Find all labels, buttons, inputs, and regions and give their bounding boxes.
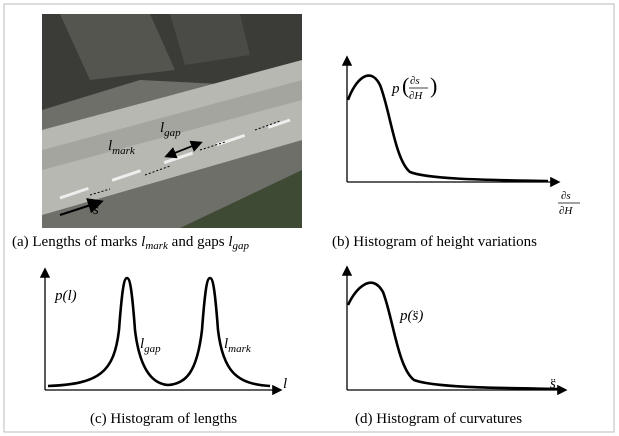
axes	[39, 267, 283, 396]
aerial-photo	[42, 14, 302, 228]
x-label: s̈	[550, 376, 556, 392]
fraction: ∂s	[410, 75, 420, 87]
text-part: gap	[164, 127, 181, 139]
text-part: mark	[145, 240, 169, 252]
axes	[341, 265, 568, 396]
paren: (	[402, 73, 409, 98]
caption: (a) Lengths of marks lmark and gaps lgap	[12, 234, 250, 253]
caption: (b) Histogram of height variations	[332, 234, 537, 250]
text-part: gap	[233, 240, 250, 252]
x-label: ∂H	[559, 205, 573, 217]
text-part: l	[108, 138, 112, 154]
photo-label: lmark	[108, 138, 136, 157]
paren: )	[430, 73, 437, 98]
curve-label: p(s̈)	[399, 308, 423, 324]
frame	[3, 3, 615, 433]
axes	[341, 55, 561, 188]
text-part: (a) Lengths of marks	[12, 234, 138, 250]
fraction: ∂H	[409, 90, 423, 102]
curve-label: p	[391, 81, 400, 97]
text-part: l	[160, 120, 164, 136]
x-label: ∂s	[561, 190, 571, 202]
text-part: l	[141, 234, 145, 250]
text-part: mark	[228, 343, 252, 355]
text-part: gap	[144, 343, 161, 355]
text-part: l	[224, 336, 228, 352]
caption: (c) Histogram of lengths	[90, 411, 237, 427]
text-part: mark	[112, 145, 136, 157]
x-label: l	[283, 376, 287, 392]
text-part: l	[228, 234, 232, 250]
caption: (d) Histogram of curvatures	[355, 411, 522, 427]
photo-label: s	[93, 202, 99, 218]
text-part: and gaps	[172, 234, 225, 250]
y-label: p(l)	[54, 288, 77, 304]
text-part: l	[140, 336, 144, 352]
peak-label: lmark	[224, 336, 252, 355]
photo-label: lgap	[160, 120, 181, 139]
peak-label: lgap	[140, 336, 161, 355]
